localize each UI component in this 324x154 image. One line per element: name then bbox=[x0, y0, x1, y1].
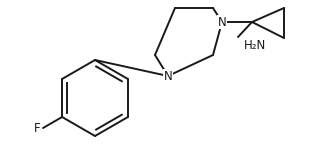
Text: F: F bbox=[33, 122, 40, 134]
Text: N: N bbox=[218, 16, 226, 28]
Text: H₂N: H₂N bbox=[244, 38, 266, 51]
Text: N: N bbox=[164, 69, 172, 83]
